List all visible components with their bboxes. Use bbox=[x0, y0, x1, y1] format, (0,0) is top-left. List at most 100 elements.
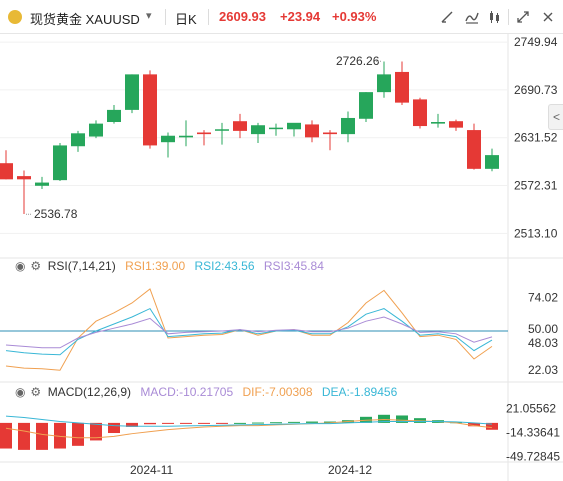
macd-bar bbox=[54, 422, 66, 449]
candle-body bbox=[233, 121, 247, 131]
chart-toolbar: 现货黄金 XAUUSD ▾ 日K 2609.93 +23.94 +0.93% bbox=[0, 0, 563, 34]
rsi-title: RSI(7,14,21) bbox=[47, 259, 116, 273]
macd-bar bbox=[0, 422, 12, 449]
price-tick-label: 2572.31 bbox=[514, 179, 558, 193]
candle-body bbox=[485, 155, 499, 169]
macd-bar bbox=[468, 422, 480, 427]
rsi2-value: RSI2:43.56 bbox=[194, 259, 255, 273]
macd-bar bbox=[396, 415, 408, 423]
period-selector[interactable]: 日K bbox=[175, 12, 197, 27]
draw-icon[interactable] bbox=[438, 8, 456, 26]
chart-area[interactable]: 2726.26 2536.78 2749.94 2690.73 2631.52 2572… bbox=[0, 34, 563, 481]
rsi-tick-label: 48.03 bbox=[528, 336, 558, 350]
candle-body bbox=[395, 71, 409, 103]
candle-body bbox=[377, 74, 391, 93]
candle-body bbox=[431, 122, 445, 124]
rsi-line-3 bbox=[5, 316, 493, 349]
min-price-label: 2536.78 bbox=[34, 207, 78, 221]
rsi1-value: RSI1:39.00 bbox=[125, 259, 186, 273]
candle-body bbox=[71, 133, 85, 147]
macd-bar bbox=[234, 422, 246, 424]
price-tick-label: 2513.10 bbox=[514, 226, 558, 240]
eye-icon[interactable]: ◉ bbox=[15, 259, 26, 273]
rsi-legend: ◉ ⚙ RSI(7,14,21) RSI1:39.00 RSI2:43.56 R… bbox=[15, 259, 324, 273]
last-price: 2609.93 bbox=[219, 9, 266, 24]
macd-tick-label: 21.05562 bbox=[506, 402, 556, 416]
macd-bar bbox=[288, 421, 300, 423]
price-change-percent: +0.93% bbox=[332, 9, 377, 24]
candle-body bbox=[53, 145, 67, 181]
rsi-line-1 bbox=[5, 288, 493, 371]
max-price-label: 2726.26 bbox=[336, 54, 380, 68]
candle-body bbox=[143, 74, 157, 146]
divider bbox=[165, 9, 166, 25]
candle-body bbox=[17, 176, 31, 180]
macd-bar bbox=[324, 421, 336, 423]
dif-line bbox=[5, 419, 493, 439]
dea-value: DEA:-1.89456 bbox=[321, 385, 398, 399]
macd-bar bbox=[126, 422, 138, 427]
price-axis: 2749.94 2690.73 2631.52 2572.31 2513.10 2024-… bbox=[130, 35, 560, 477]
candle-body bbox=[179, 135, 193, 138]
macd-bar bbox=[18, 422, 30, 450]
price-tick-label: 2631.52 bbox=[514, 131, 558, 145]
collapse-tab[interactable]: < bbox=[548, 104, 563, 130]
divider bbox=[208, 9, 209, 25]
price-change: +23.94 bbox=[280, 9, 321, 24]
candle-body bbox=[89, 123, 103, 137]
candle-body bbox=[359, 92, 373, 119]
candle-body bbox=[251, 125, 265, 135]
macd-bar bbox=[90, 422, 102, 441]
close-icon[interactable] bbox=[539, 8, 557, 26]
macd-bar bbox=[108, 422, 120, 434]
settings-icon[interactable]: ⚙ bbox=[30, 385, 42, 399]
macd-bar bbox=[162, 422, 174, 424]
settings-icon[interactable] bbox=[486, 8, 504, 26]
macd-value: MACD:-10.21705 bbox=[140, 385, 234, 399]
candle-body bbox=[323, 132, 337, 135]
candle-body bbox=[467, 130, 481, 169]
candle-body bbox=[197, 132, 211, 135]
macd-bar bbox=[486, 422, 498, 430]
grid-lines bbox=[0, 34, 563, 481]
candle-body bbox=[413, 99, 427, 127]
macd-bar bbox=[378, 414, 390, 423]
date-tick-label: 2024-11 bbox=[130, 463, 173, 477]
macd-tick-label: -14.33641 bbox=[506, 426, 560, 440]
dea-line bbox=[5, 415, 493, 427]
price-tick-label: 2749.94 bbox=[514, 35, 558, 49]
gold-coin-icon bbox=[8, 10, 22, 24]
expand-icon[interactable] bbox=[514, 8, 532, 26]
rsi-tick-label: 74.02 bbox=[528, 290, 558, 304]
macd-bar bbox=[198, 422, 210, 424]
macd-bar bbox=[306, 421, 318, 423]
macd-bar bbox=[180, 422, 192, 424]
eye-icon[interactable]: ◉ bbox=[15, 385, 26, 399]
candle-body bbox=[269, 127, 283, 130]
indicator-icon[interactable] bbox=[463, 8, 481, 26]
divider bbox=[508, 9, 509, 25]
rsi3-value: RSI3:45.84 bbox=[263, 259, 324, 273]
macd-bar bbox=[216, 422, 228, 424]
chevron-down-icon[interactable]: ▾ bbox=[146, 10, 152, 22]
candle-body bbox=[305, 124, 319, 138]
candle-body bbox=[287, 122, 301, 130]
candle-body bbox=[107, 109, 121, 123]
macd-bar bbox=[252, 422, 264, 424]
candlestick-series: 2726.26 2536.78 bbox=[0, 54, 499, 221]
macd-series bbox=[0, 414, 498, 450]
candle-body bbox=[449, 121, 463, 128]
rsi-series bbox=[0, 288, 508, 371]
dif-value: DIF:-7.00308 bbox=[242, 385, 313, 399]
candle-body bbox=[341, 117, 355, 135]
rsi-tick-label: 22.03 bbox=[528, 363, 558, 377]
macd-tick-label: -49.72845 bbox=[506, 449, 560, 463]
symbol-name[interactable]: 现货黄金 XAUUSD bbox=[30, 12, 140, 27]
macd-legend: ◉ ⚙ MACD(12,26,9) MACD:-10.21705 DIF:-7.… bbox=[15, 385, 397, 399]
macd-bar bbox=[144, 422, 156, 425]
macd-bar bbox=[72, 422, 84, 446]
macd-bar bbox=[36, 422, 48, 450]
settings-icon[interactable]: ⚙ bbox=[30, 259, 42, 273]
candle-body bbox=[161, 135, 175, 143]
candle-body bbox=[35, 182, 49, 186]
